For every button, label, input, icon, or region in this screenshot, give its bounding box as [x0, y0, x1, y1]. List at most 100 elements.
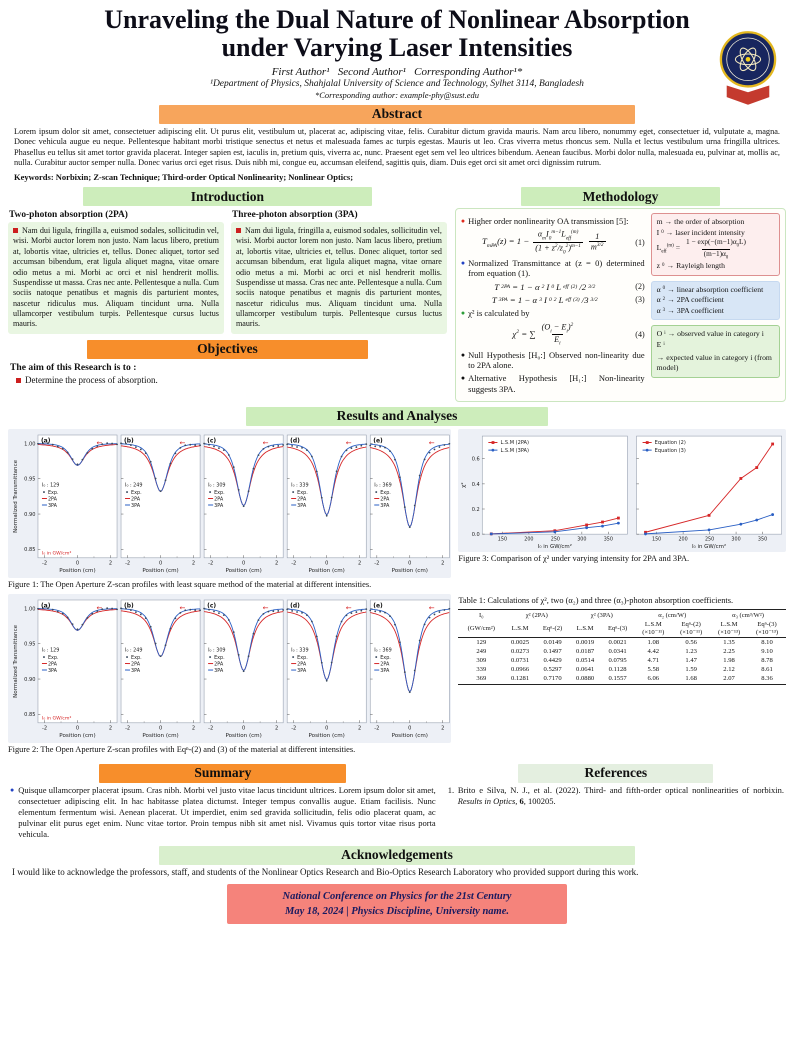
svg-text:Position (cm): Position (cm) [59, 567, 95, 573]
svg-text:I₀ : 249: I₀ : 249 [125, 647, 142, 653]
svg-text:0.95: 0.95 [24, 641, 35, 647]
table-row: 309 0.0731 0.4429 0.0514 0.0795 4.71 1.47 1.98 8… [458, 656, 786, 665]
svg-text:←: ← [346, 439, 352, 447]
equation-2-number: (2) [635, 282, 645, 292]
intro-3pa-title: Three-photon absorption (3PA) [231, 210, 358, 221]
intro-3pa-body: Nam dui ligula, fringilla a, euismod sod… [230, 222, 447, 334]
bullet-icon: ● [460, 216, 466, 225]
summary-text: Quisque ullamcorper placerat ipsum. Cras… [18, 784, 436, 839]
svg-text:3PA: 3PA [48, 503, 58, 509]
methodology-bullet-4: ● Null Hypothesis [H₀:] Observed non-lin… [461, 350, 645, 371]
symbol-line-leff: Leff(m) = 1 − exp(−(m−1)α0L) (m−1)α0 [657, 238, 774, 261]
table-cell: 0.0019 [576, 638, 595, 646]
reference-text: Brito e Silva, N. J., et al. (2022). Thi… [457, 784, 785, 806]
svg-text:0.85: 0.85 [24, 547, 35, 553]
svg-text:-2: -2 [208, 725, 213, 731]
svg-text:-2: -2 [291, 560, 296, 566]
svg-text:Exp.: Exp. [380, 490, 391, 496]
eq4-denominator: Ei [552, 333, 563, 347]
svg-text:0: 0 [325, 560, 328, 566]
svg-text:2: 2 [441, 725, 444, 731]
intro-2pa-title: Two-photon absorption (2PA) [9, 210, 128, 221]
table-sub-header: Eqⁿ-(3) (×10⁻¹³) [748, 619, 786, 638]
table-sub-header: Eqⁿ-(2) (×10⁻¹¹) [672, 619, 711, 638]
table-cell: 0.1281 [504, 673, 536, 685]
svg-text:2: 2 [358, 725, 361, 731]
results-heading: Results and Analyses [246, 406, 548, 426]
bullet-text: Null Hypothesis [H₀:] Observed non-linea… [468, 349, 645, 371]
table-cell: 0.0187 [576, 647, 595, 655]
figure1-zscan-chart: Normalized Transmittance 1.00 0.95 0.90 0.85… [8, 428, 452, 579]
table-cell: 0.0966 [510, 665, 530, 673]
svg-text:2PA: 2PA [48, 496, 58, 502]
bullet-icon: ● [460, 308, 466, 317]
svg-text:Exp.: Exp. [48, 490, 59, 496]
figure1-block: Normalized Transmittance 1.00 0.95 0.90 0.85… [8, 428, 452, 591]
svg-text:←: ← [429, 439, 435, 447]
summary-body: ● Quisque ullamcorper placerat ipsum. Cr… [10, 785, 436, 840]
equation-4-number: (4) [635, 329, 645, 339]
university-crest-icon [719, 31, 777, 105]
svg-text:←: ← [263, 439, 269, 447]
svg-text:L.S.M (2PA): L.S.M (2PA) [501, 440, 530, 446]
svg-text:300: 300 [732, 536, 741, 542]
table-cell: 1.68 [672, 673, 711, 685]
equation-1-number: (1) [635, 237, 645, 247]
reference-item: 1. Brito e Silva, N. J., et al. (2022). … [448, 785, 784, 807]
authors-line: First Author¹ Second Author¹ Correspondi… [271, 65, 523, 78]
svg-text:Position (cm): Position (cm) [142, 732, 178, 738]
svg-text:0.90: 0.90 [24, 512, 35, 518]
corresponding-author-line: *Corresponding author: example-phy@sust.… [314, 89, 480, 100]
table-cell: 309 [476, 656, 487, 664]
summary-references-row: Summary ● Quisque ullamcorper placerat i… [0, 761, 794, 840]
table-cell: 2.12 [723, 665, 735, 673]
table-row: 249 0.0273 0.1497 0.0187 0.0341 4.42 1.23 2.25 9… [458, 647, 786, 656]
eq4-numerator: (Oi − Ei)2 [541, 321, 574, 334]
svg-text:-2: -2 [125, 560, 130, 566]
intro-column-2pa: Two-photon absorption (2PA) Nam dui ligu… [8, 208, 224, 334]
svg-text:0.2: 0.2 [472, 507, 480, 513]
svg-text:3PA: 3PA [48, 668, 58, 674]
eq1-denominator-2: m3/2 [588, 241, 606, 252]
symbol-line: m → the order of absorption [656, 217, 745, 227]
svg-text:2PA: 2PA [297, 661, 307, 667]
table-cell: 1.08 [647, 638, 660, 646]
svg-text:3PA: 3PA [131, 503, 141, 509]
table-cell: 9.10 [761, 647, 773, 655]
svg-text:I₀ : 369: I₀ : 369 [374, 482, 391, 488]
methodology-section: Methodology ● Higher order nonlinearity … [454, 184, 786, 402]
table-sub-header: L.S.M (×10⁻¹¹) [634, 619, 673, 638]
figure3-caption: Figure 3: Comparison of χ² under varying… [458, 554, 690, 564]
svg-text:Exp.: Exp. [380, 655, 391, 661]
svg-text:(d): (d) [290, 437, 300, 444]
svg-text:3PA: 3PA [214, 668, 224, 674]
acknowledgements-section: Acknowledgements I would like to acknowl… [0, 845, 794, 877]
svg-text:(c): (c) [207, 437, 216, 444]
references-section: References 1. Brito e Silva, N. J., et a… [448, 761, 784, 807]
objectives-item: Determine the process of absorption. [16, 375, 447, 385]
bullet-icon: ● [460, 350, 466, 359]
table1-block: Table 1: Calculations of χ², two (α₂) an… [458, 594, 786, 685]
svg-text:2PA: 2PA [48, 661, 58, 667]
svg-text:0.85: 0.85 [24, 712, 35, 718]
eq4-lhs: χ2 = ∑ [512, 329, 536, 340]
svg-text:(e): (e) [373, 602, 383, 609]
svg-text:2PA: 2PA [380, 661, 390, 667]
table-cell: 0.1497 [543, 647, 562, 655]
conference-name: National Conference on Physics for the 2… [282, 890, 512, 902]
svg-text:Position (cm): Position (cm) [309, 567, 345, 573]
svg-text:-2: -2 [291, 725, 296, 731]
bullet-text: Alternative Hypothesis [H₁:] Non-lineari… [468, 373, 645, 394]
svg-text:Exp.: Exp. [48, 655, 59, 661]
methodology-bullet-1: ● Higher order nonlinearity OA transmiss… [461, 216, 645, 227]
svg-text:Normalized Transmittance: Normalized Transmittance [13, 459, 19, 533]
svg-text:0: 0 [242, 560, 245, 566]
table1-caption: Table 1: Calculations of χ², two (α₂) an… [458, 595, 734, 605]
